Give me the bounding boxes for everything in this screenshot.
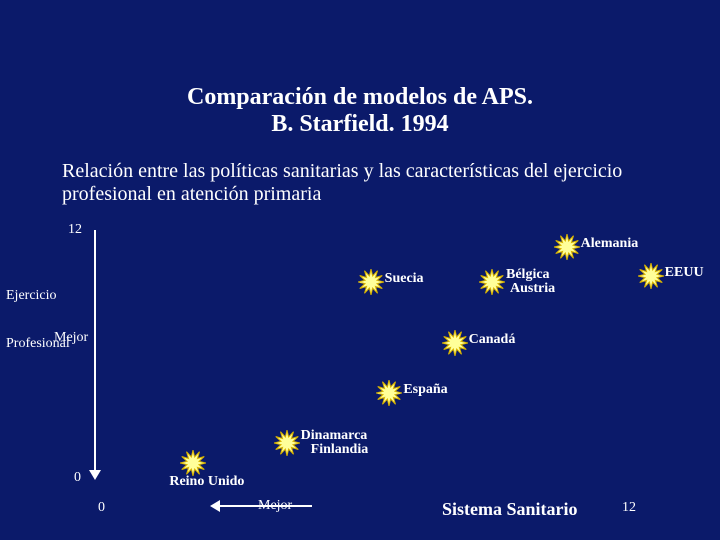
y-axis-title-line1: Ejercicio [6,288,70,304]
point-label-austria: Austria [510,281,555,297]
slide-title: Comparación de modelos de APS. B. Starfi… [0,84,720,138]
star-icon-suecia [358,269,384,295]
slide: Comparación de modelos de APS. B. Starfi… [0,0,720,540]
star-icon-espana [376,380,402,406]
tick-label: 12 [622,500,636,516]
tick-label: 0 [98,500,105,516]
y-axis-arrow-head [89,470,101,480]
point-label-suecia: Suecia [385,271,424,287]
x-axis-arrow-head [210,500,220,512]
star-icon-reino-unido [180,450,206,476]
point-label-reino-unido: Reino Unido [169,474,244,490]
star-icon-belgica [479,269,505,295]
title-line2: B. Starfield. 1994 [0,111,720,138]
mejor-label: Mejor [54,330,88,346]
x-axis-arrow-line [218,505,312,507]
point-label-eeuu: EEUU [665,265,704,281]
x-axis-title: Sistema Sanitario [442,499,578,520]
star-icon-dinamarca [274,430,300,456]
tick-label: 0 [74,470,81,486]
y-axis-arrow-line [94,230,96,472]
star-icon-canada [442,330,468,356]
title-line1: Comparación de modelos de APS. [0,84,720,111]
y-axis-title: Ejercicio Profesional [6,256,70,384]
star-icon-alemania [554,234,580,260]
point-label-finlandia: Finlandia [311,442,369,458]
star-icon-eeuu [638,263,664,289]
point-label-canada: Canadá [469,332,516,348]
point-label-alemania: Alemania [581,236,639,252]
slide-subtitle: Relación entre las políticas sanitarias … [62,160,662,206]
point-label-espana: España [403,382,447,398]
tick-label: 12 [68,222,82,238]
